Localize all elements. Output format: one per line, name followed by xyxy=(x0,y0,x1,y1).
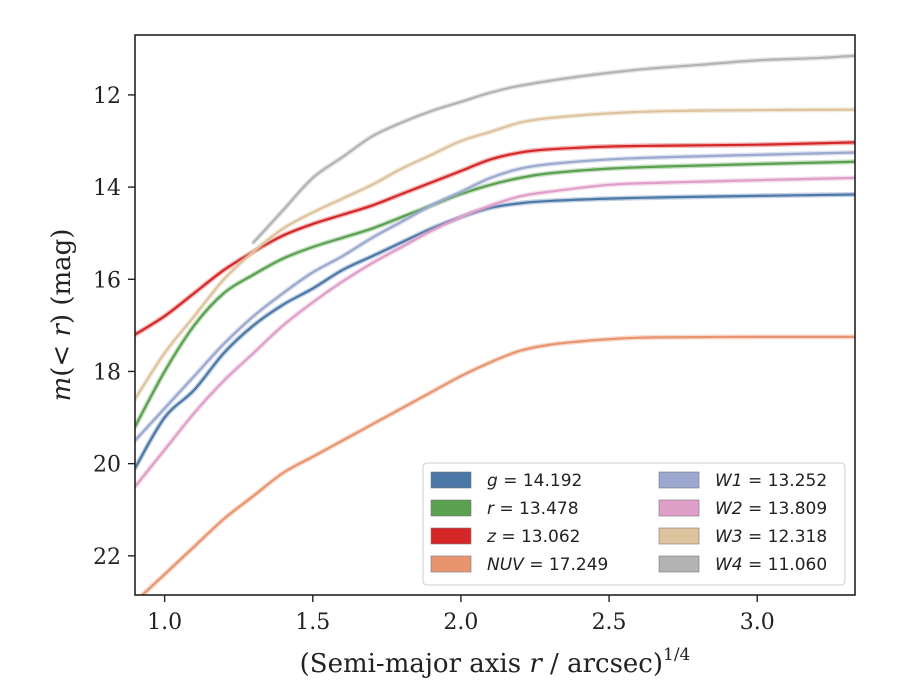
legend-label-w4: W4 = 11.060 xyxy=(715,555,827,575)
series-line-w4 xyxy=(252,54,855,244)
y-axis-label-mid: (< xyxy=(47,337,77,377)
legend-swatch-w4 xyxy=(658,555,700,573)
y-tick-label: 14 xyxy=(93,176,121,201)
legend-label-w1: W1 = 13.252 xyxy=(715,471,827,491)
series-line-w1 xyxy=(135,151,855,442)
y-tick-label: 16 xyxy=(93,268,121,293)
y-tick-label: 20 xyxy=(93,453,121,478)
x-tick-label: 2.5 xyxy=(592,610,627,635)
y-axis-label-var2: r xyxy=(47,323,77,337)
x-tick-label: 3.0 xyxy=(740,610,775,635)
legend-swatch-w3 xyxy=(658,527,700,545)
y-axis-label-suffix: ) (mag) xyxy=(47,229,77,325)
x-tick-label: 1.0 xyxy=(147,610,182,635)
x-axis-label-prefix: (Semi-major axis xyxy=(300,649,530,679)
legend-label-z: z = 13.062 xyxy=(486,527,580,547)
y-axis-label: m(< r) (mag) xyxy=(47,229,77,402)
x-axis: 1.0 1.5 2.0 2.5 3.0 xyxy=(147,595,775,635)
legend-swatch-w2 xyxy=(658,499,700,517)
series-line-w2 xyxy=(135,176,855,488)
legend-box xyxy=(422,462,846,586)
x-axis-label: (Semi-major axis r / arcsec)1/4 xyxy=(300,645,691,679)
legend-label-nuv: NUV = 17.249 xyxy=(487,555,608,575)
x-tick-label: 1.5 xyxy=(295,610,330,635)
y-tick-label: 18 xyxy=(93,360,121,385)
x-tick-label: 2.0 xyxy=(443,610,478,635)
y-tick-label: 12 xyxy=(93,84,121,109)
legend-swatch-g xyxy=(430,471,472,489)
series-line-g xyxy=(135,193,855,470)
series-line-z xyxy=(135,141,855,336)
legend: g = 14.192 r = 13.478 z = 13.062 NUV = 17.2… xyxy=(422,462,846,586)
x-axis-label-sup: 1/4 xyxy=(663,645,690,665)
x-axis-label-suffix: / arcsec) xyxy=(542,649,663,679)
legend-label-w3: W3 = 12.318 xyxy=(715,527,827,547)
series-line-r xyxy=(135,160,855,428)
y-axis-label-var: m xyxy=(47,377,77,402)
y-axis: 12 14 16 18 20 22 xyxy=(93,84,135,570)
legend-label-g: g = 14.192 xyxy=(487,471,582,491)
legend-swatch-z xyxy=(430,527,472,545)
series-line-nuv xyxy=(140,335,855,595)
legend-swatch-r xyxy=(430,499,472,517)
plot-area xyxy=(135,53,855,595)
legend-swatch-w1 xyxy=(658,471,700,489)
series-line-w3 xyxy=(135,108,855,401)
legend-label-r: r = 13.478 xyxy=(487,499,579,519)
legend-swatch-nuv xyxy=(430,555,472,573)
y-tick-label: 22 xyxy=(93,545,121,570)
x-axis-label-var: r xyxy=(529,649,543,679)
plot-frame xyxy=(134,34,856,596)
legend-label-w2: W2 = 13.809 xyxy=(715,499,827,519)
